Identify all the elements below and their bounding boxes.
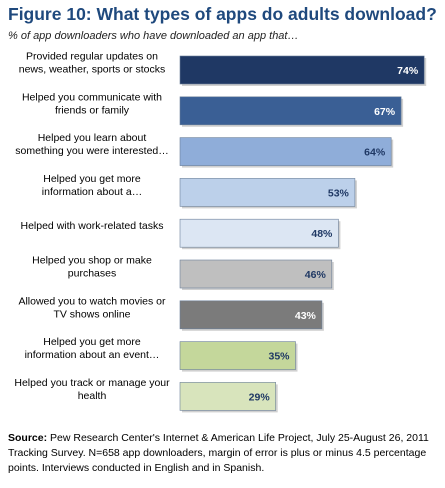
category-label: Helped you communicate with friends or fa… xyxy=(22,91,162,116)
figure-title: Figure 10: What types of apps do adults … xyxy=(8,4,437,24)
bar-value-label: 46% xyxy=(305,269,327,281)
category-label: Helped you get more information about an … xyxy=(25,336,160,361)
category-label: Provided regular updates on news, weather… xyxy=(19,51,165,76)
bar xyxy=(179,55,425,85)
bar xyxy=(179,382,276,411)
category-label: Helped you shop or make purchases xyxy=(32,255,152,280)
bar-value-label: 29% xyxy=(249,391,271,403)
category-label: Helped you get more information about a… xyxy=(42,173,142,198)
bar xyxy=(179,218,339,248)
bar-chart: 74% Provided regular updates on news, weat… xyxy=(14,51,427,413)
bar-value-label: 53% xyxy=(328,187,350,199)
bar xyxy=(179,178,356,207)
bar-value-label: 64% xyxy=(364,147,386,159)
bar xyxy=(179,259,333,289)
bar xyxy=(179,96,402,126)
source-label: Source: xyxy=(8,432,48,444)
category-label: Helped you track or manage your health xyxy=(14,377,170,402)
category-label: Allowed you to watch movies or TV shows o… xyxy=(18,295,166,320)
bar-value-label: 67% xyxy=(374,106,396,118)
source-text: Pew Research Center's Internet & America… xyxy=(8,432,429,474)
category-label: Helped you learn about something you were… xyxy=(15,132,169,157)
source-note: Source: Pew Research Center's Internet &… xyxy=(8,431,440,476)
bar xyxy=(179,341,296,370)
bar xyxy=(179,300,323,330)
bar-value-label: 48% xyxy=(311,228,333,240)
bar xyxy=(179,137,392,166)
bar-value-label: 43% xyxy=(295,310,317,322)
bar-value-label: 35% xyxy=(268,351,290,363)
figure-subtitle: % of app downloaders who have downloaded… xyxy=(8,30,299,42)
bar-value-label: 74% xyxy=(397,65,419,77)
category-label: Helped with work-related tasks xyxy=(21,220,164,232)
